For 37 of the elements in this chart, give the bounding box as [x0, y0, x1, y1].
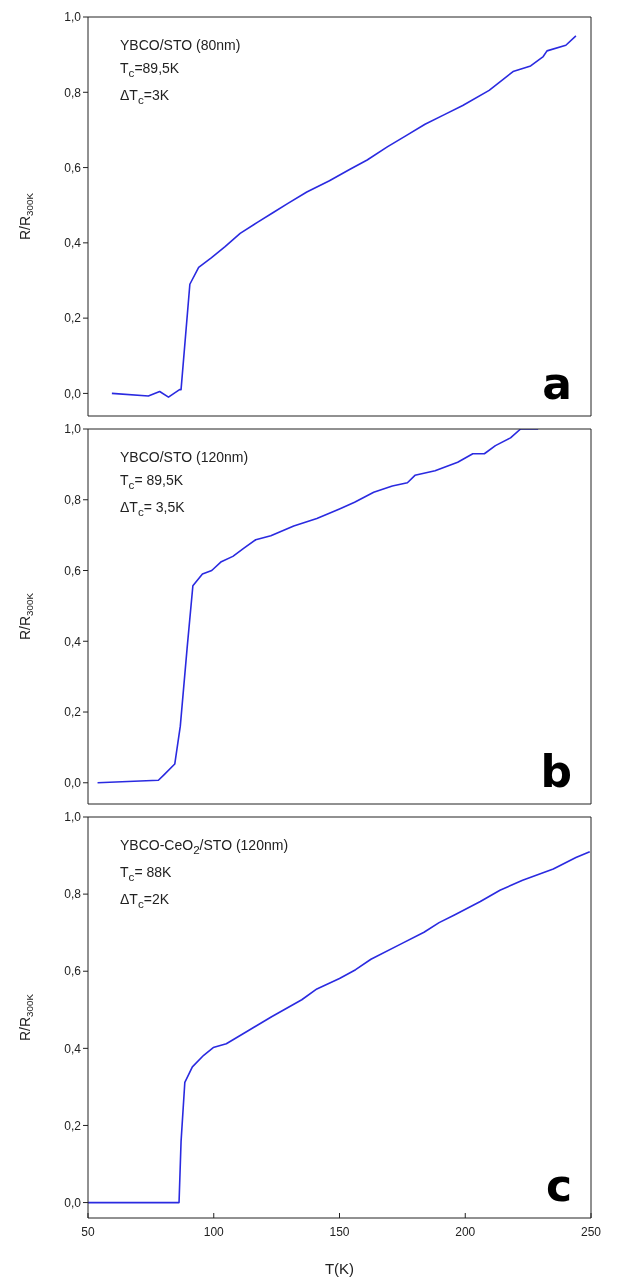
annotation: ΔT$_{c}$=3K: [120, 85, 171, 108]
annotation: YBCO-CeO$_{2}$/STO (120nm): [120, 836, 289, 858]
y-tick-label: 0,8: [64, 493, 82, 508]
x-tick-label: 50: [81, 1224, 95, 1239]
y-tick-label: 0,0: [64, 386, 82, 401]
x-tick-label: 100: [203, 1224, 225, 1239]
y-tick-label: 1,0: [64, 422, 82, 437]
y-tick-label: 0,6: [64, 160, 82, 175]
annotation: YBCO/STO (120nm): [120, 448, 249, 467]
x-tick-label: 200: [455, 1224, 476, 1239]
y-tick-label: 0,2: [64, 1118, 82, 1133]
annotation: c: [545, 1160, 572, 1211]
annotation: T$_{c}$=89,5K: [120, 59, 181, 81]
y-tick-label: 0,4: [64, 236, 82, 251]
y-tick-label: 0,4: [64, 634, 82, 649]
annotation: ΔT$_{c}$= 3,5K: [120, 497, 186, 520]
y-tick-label: 1,0: [64, 10, 82, 25]
y-tick-label: 0,0: [64, 776, 82, 791]
annotation: ΔT$_{c}$=2K: [120, 889, 171, 912]
line-series: [111, 35, 577, 398]
y-tick-label: 0,6: [64, 563, 82, 578]
y-tick-label: 0,0: [64, 1195, 82, 1210]
annotation: b: [540, 746, 572, 797]
y-tick-label: 0,8: [64, 85, 82, 100]
y-tick-label: 0,2: [64, 705, 82, 720]
y-tick-label: 0,4: [64, 1041, 82, 1056]
x-tick-label: 150: [329, 1224, 350, 1239]
annotation: YBCO/STO (80nm): [120, 36, 241, 55]
y-tick-label: 1,0: [64, 810, 82, 825]
x-axis-title: T(K): [324, 1260, 355, 1277]
annotation: T$_{c}$= 89,5K: [120, 471, 185, 493]
y-tick-label: 0,8: [64, 887, 82, 902]
annotation: T$_{c}$= 88K: [120, 862, 173, 885]
y-tick-label: 0,6: [64, 964, 82, 979]
annotation: a: [542, 358, 572, 409]
y-tick-label: 0,2: [64, 311, 82, 326]
x-tick-label: 250: [580, 1224, 602, 1239]
